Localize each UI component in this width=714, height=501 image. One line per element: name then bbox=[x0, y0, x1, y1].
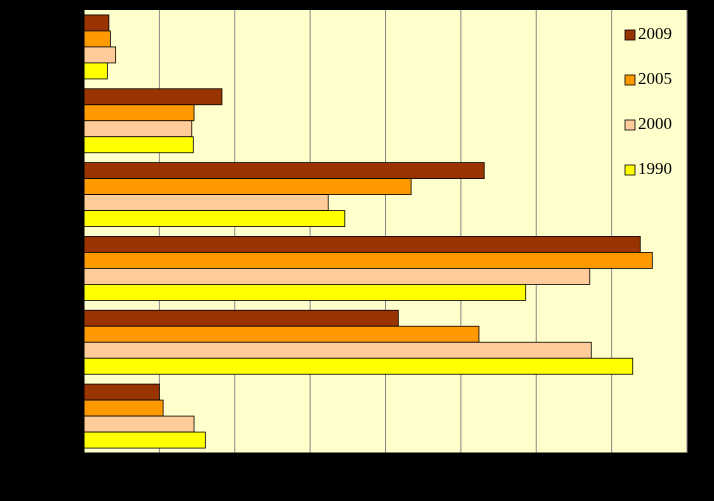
bar bbox=[83, 62, 108, 80]
bar bbox=[83, 178, 412, 195]
legend-swatch bbox=[624, 119, 636, 131]
bar bbox=[83, 14, 110, 32]
legend-swatch bbox=[624, 74, 636, 86]
bar bbox=[83, 357, 634, 375]
legend-label: 2005 bbox=[638, 69, 672, 88]
bar bbox=[83, 162, 485, 179]
bar bbox=[83, 415, 195, 433]
bar bbox=[83, 383, 160, 401]
bar bbox=[83, 236, 641, 253]
bar bbox=[83, 136, 194, 154]
bar bbox=[83, 399, 164, 417]
bar bbox=[83, 268, 591, 285]
bar bbox=[83, 88, 223, 106]
bar bbox=[83, 431, 206, 449]
legend-label: 2000 bbox=[638, 114, 672, 133]
bar bbox=[83, 284, 527, 301]
bar bbox=[83, 120, 193, 138]
legend-label: 2009 bbox=[638, 24, 672, 43]
bar bbox=[83, 325, 480, 343]
bar bbox=[83, 194, 329, 211]
bar bbox=[83, 210, 346, 227]
bar bbox=[83, 46, 117, 64]
legend-swatch bbox=[624, 29, 636, 41]
bar bbox=[83, 30, 111, 48]
bar bbox=[83, 309, 399, 327]
legend-swatch bbox=[624, 164, 636, 176]
bar bbox=[83, 341, 592, 359]
legend-label: 1990 bbox=[638, 159, 672, 178]
bar bbox=[83, 252, 653, 269]
bar bbox=[83, 104, 195, 122]
